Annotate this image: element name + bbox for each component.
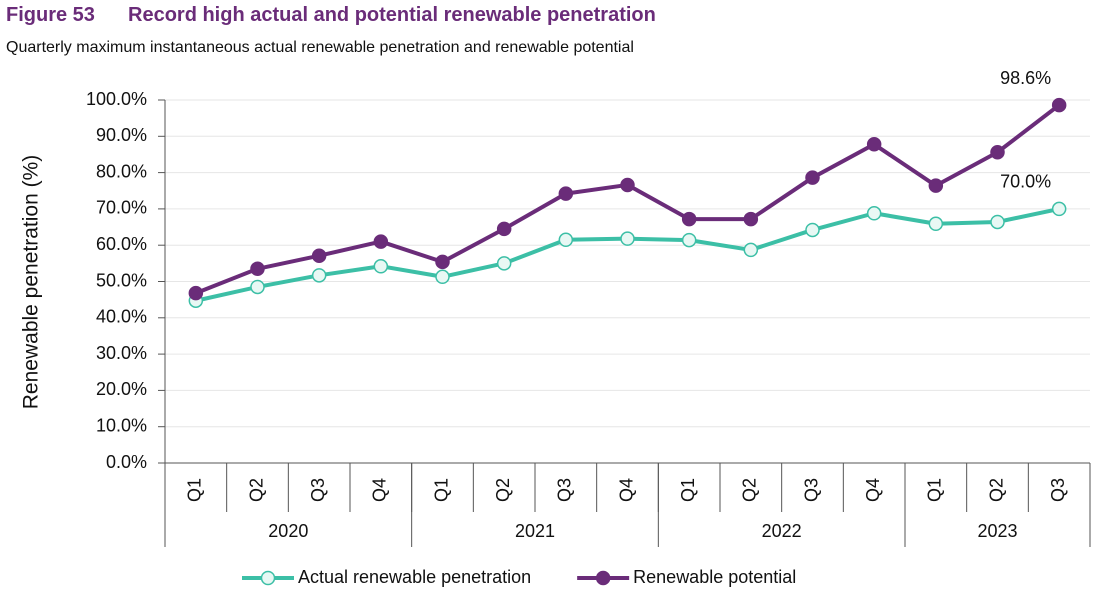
x-tick-label: Q1 [431,478,451,502]
data-point [311,248,327,263]
data-point [1051,97,1067,113]
data-point [743,242,759,258]
data-point [435,269,450,285]
data-point [990,214,1005,230]
data-point [496,221,512,237]
y-tick-label: 50.0% [96,270,147,290]
y-tick-label: 90.0% [96,125,147,145]
data-point [558,186,574,201]
data-point [743,211,759,227]
data-point [373,234,389,249]
data-point [928,216,944,232]
x-tick-label: Q2 [493,478,513,502]
x-tick-label: Q2 [740,478,760,502]
data-point [681,211,697,227]
data-point [805,170,820,185]
x-tick-label: Q3 [801,478,821,502]
data-point [866,137,882,152]
legend-marker [595,570,611,586]
y-tick-label: 0.0% [106,452,147,472]
chart-title: Record high actual and potential renewab… [128,4,656,26]
x-tick-label: Q3 [308,478,328,502]
data-point [620,177,635,193]
data-point [373,259,389,274]
x-tick-label: Q2 [986,478,1006,502]
data-point [188,285,204,301]
data-point [866,206,882,221]
x-group-label: 2020 [268,521,308,541]
data-point [250,279,265,295]
x-tick-label: Q2 [246,478,266,502]
x-tick-label: Q1 [185,478,205,502]
chart-subtitle: Quarterly maximum instantaneous actual r… [6,39,634,56]
legend-label: Renewable potential [633,567,796,587]
x-group-label: 2021 [515,521,555,541]
data-point [250,261,265,277]
data-point [558,232,574,248]
data-point [928,178,944,193]
y-tick-label: 30.0% [96,343,147,363]
data-label: 70.0% [1000,172,1051,192]
data-point [990,145,1005,160]
x-tick-label: Q4 [616,478,636,502]
x-tick-label: Q4 [370,478,390,502]
x-tick-label: Q1 [678,478,698,502]
x-tick-label: Q1 [925,478,945,502]
y-axis-label: Renewable penetration (%) [20,155,43,409]
legend-marker [260,570,276,586]
series-line [195,103,1061,295]
y-tick-label: 100.0% [86,89,147,109]
x-group-label: 2023 [977,521,1017,541]
x-tick-label: Q3 [555,478,575,502]
y-tick-label: 70.0% [96,198,147,218]
data-point [805,222,820,238]
y-tick-label: 80.0% [96,161,147,181]
figure-label: Figure 53 [6,4,95,26]
y-tick-label: 60.0% [96,234,147,254]
y-tick-label: 10.0% [96,415,147,435]
data-point [435,254,450,270]
data-point [620,231,635,246]
y-tick-label: 40.0% [96,307,147,327]
legend-label: Actual renewable penetration [298,567,531,587]
x-tick-label: Q4 [863,478,883,502]
data-point [496,256,512,271]
y-tick-label: 20.0% [96,379,147,399]
data-label: 98.6% [1000,68,1051,88]
data-point [681,232,697,248]
data-point [311,268,327,283]
data-point [1051,201,1067,217]
x-group-label: 2022 [762,521,802,541]
x-tick-label: Q3 [1048,478,1068,502]
